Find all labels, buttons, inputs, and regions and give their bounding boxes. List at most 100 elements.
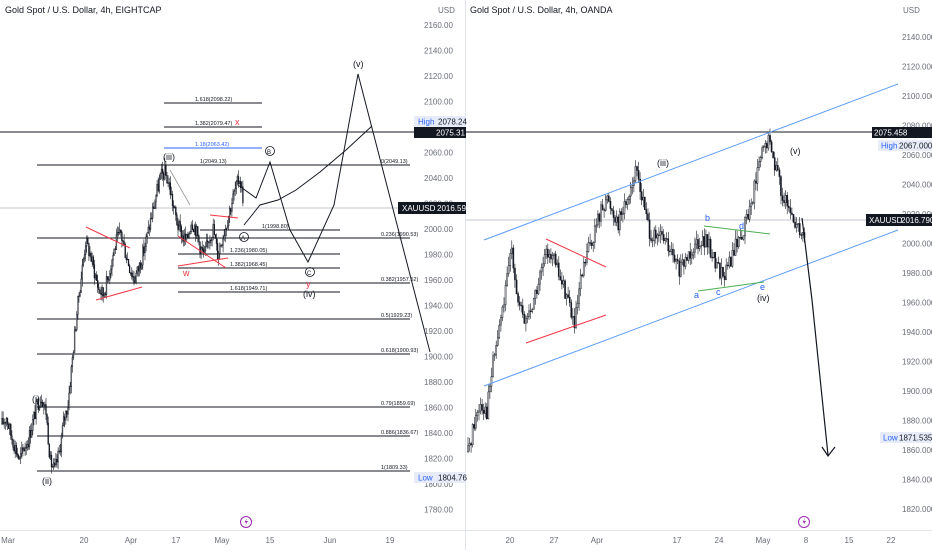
time-tick-label: 20 (506, 536, 515, 545)
candle-body (102, 287, 104, 297)
candle-body (121, 232, 123, 241)
candle-body (197, 226, 199, 237)
candle-body (496, 337, 499, 346)
candle-body (39, 401, 42, 408)
time-tick-label: 22 (887, 536, 896, 545)
price-tick-label: 1940.000 (902, 328, 932, 337)
candle-body (144, 246, 146, 254)
candle-body (103, 293, 105, 297)
left-time-axis[interactable]: Mar 20 Apr 17 May 15 Jun 19 (1, 536, 395, 545)
candle-body (169, 182, 171, 195)
candle-body (64, 416, 66, 421)
price-tick-label: 1840.00 (424, 429, 453, 438)
candle-body (198, 235, 200, 243)
candle-body (192, 229, 195, 233)
candle-body (227, 216, 230, 227)
candle-body (470, 443, 472, 446)
candle-body (95, 274, 98, 281)
candle-body (665, 238, 668, 240)
candle-body (37, 399, 39, 410)
candle-body (50, 454, 53, 468)
candle-body (69, 386, 71, 394)
candle-body (553, 253, 555, 256)
candle-body (145, 236, 147, 247)
candle-body (739, 237, 742, 239)
candle-body (232, 193, 234, 204)
right-time-axis[interactable]: 20 27 Apr 17 24 May 8 15 22 (506, 536, 896, 545)
candle-body (537, 283, 540, 295)
candle-body (745, 214, 748, 218)
candle-body (18, 456, 21, 459)
candle-body (128, 265, 131, 273)
candle-body (65, 410, 67, 421)
candle-body (33, 412, 35, 420)
wave-label: (ii) (42, 476, 52, 486)
candle-body (97, 280, 99, 288)
candle-body (534, 289, 537, 299)
candle-body (222, 238, 224, 246)
candle-body (82, 258, 85, 266)
time-tick-label: 15 (266, 536, 275, 545)
candle-body (226, 225, 229, 229)
candle-body (601, 204, 604, 210)
candle-body (568, 296, 571, 303)
candle-body (617, 216, 620, 231)
candle-body (43, 404, 45, 408)
price-tick-label: 2120.00 (424, 72, 453, 81)
candle-body (476, 412, 479, 416)
candle-body (528, 310, 530, 317)
candle-body (182, 235, 185, 242)
candle-body (138, 262, 141, 272)
candle-body (202, 248, 204, 253)
ext-label: 1(2049.13) (200, 159, 227, 165)
candle-body (61, 425, 64, 436)
candle-body (160, 168, 163, 174)
resistance-value: 2075.31 (436, 129, 465, 138)
time-tick-label: 27 (550, 536, 559, 545)
candle-body (164, 164, 166, 180)
candle-body (83, 254, 86, 260)
candle-body (59, 450, 61, 453)
candle-body (479, 404, 482, 412)
candle-body (661, 231, 663, 235)
candle-body (636, 166, 638, 171)
candle-body (597, 213, 599, 226)
left-event-icon[interactable] (240, 516, 252, 528)
candle-body (22, 447, 24, 450)
right-triangle-red (525, 238, 607, 344)
candle-body (719, 262, 721, 279)
candle-body (557, 262, 560, 277)
candle-body (644, 196, 646, 210)
candle-body (77, 295, 79, 315)
candle-body (92, 256, 94, 265)
right-event-icon[interactable] (798, 516, 810, 528)
candle-body (130, 272, 132, 274)
candle-body (708, 238, 710, 248)
candle-body (623, 201, 626, 214)
candle-body (564, 280, 566, 299)
price-tick-label: 2120.000 (902, 63, 932, 72)
candle-body (631, 185, 634, 188)
candle-body (551, 255, 554, 260)
candle-body (759, 157, 762, 162)
candle-body (687, 251, 690, 261)
candle-body (680, 262, 682, 277)
time-tick-label: 19 (386, 536, 395, 545)
candle-body (208, 241, 210, 244)
left-projection-path (237, 73, 431, 353)
candle-body (146, 232, 148, 238)
candle-body (193, 225, 196, 233)
candle-body (575, 307, 577, 328)
left-price-axis[interactable]: 2160.002140.002120.002100.002080.002060.… (424, 21, 453, 515)
candle-body (712, 252, 715, 258)
candle-body (525, 317, 527, 324)
candle-body (152, 206, 154, 219)
candle-body (125, 257, 127, 260)
candle-body (582, 261, 585, 276)
candle-body (21, 447, 23, 454)
candle-body (772, 151, 774, 158)
candle-body (167, 182, 169, 184)
candle-body (186, 234, 188, 240)
candle-body (603, 209, 605, 211)
